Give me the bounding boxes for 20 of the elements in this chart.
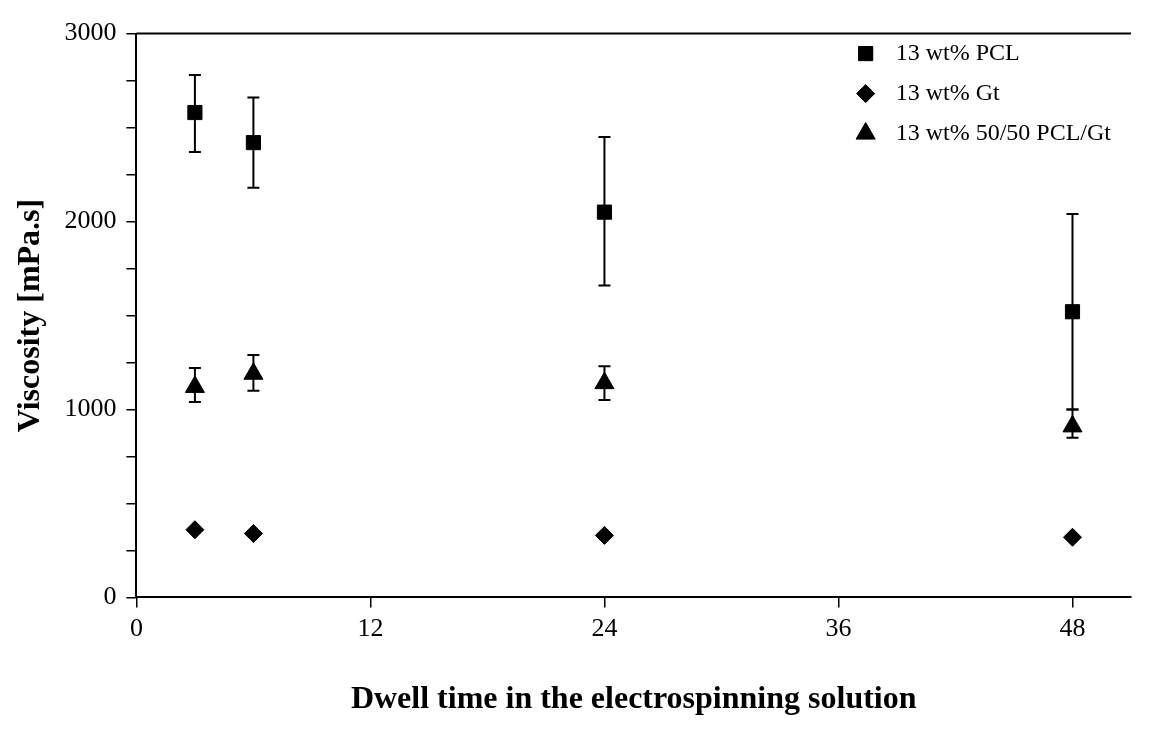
point [1062, 527, 1082, 547]
y-tick-label: 3000 [64, 17, 117, 47]
y-axis-title: Viscosity [mPa.s] [10, 198, 47, 433]
point [185, 520, 205, 540]
x-tick-label: 0 [129, 612, 143, 642]
y-tick-label: 0 [103, 581, 117, 611]
x-tick-label: 48 [1059, 612, 1086, 642]
x-tick-label: 36 [825, 612, 852, 642]
x-tick-label: 12 [357, 612, 384, 642]
x-tick-label: 24 [591, 612, 618, 642]
point [594, 525, 614, 545]
y-tick-label: 2000 [64, 205, 117, 235]
point [187, 104, 203, 121]
x-axis-title: Dwell time in the electrospinning solution [350, 679, 917, 716]
legend-label: 13 wt% Gt [895, 78, 1000, 105]
point [243, 524, 263, 543]
y-tick-label: 1000 [64, 393, 117, 423]
legend-label: 13 wt% 50/50 PCL/Gt [895, 118, 1112, 145]
legend-label: 13 wt% PCL [895, 38, 1020, 65]
point [596, 204, 613, 220]
